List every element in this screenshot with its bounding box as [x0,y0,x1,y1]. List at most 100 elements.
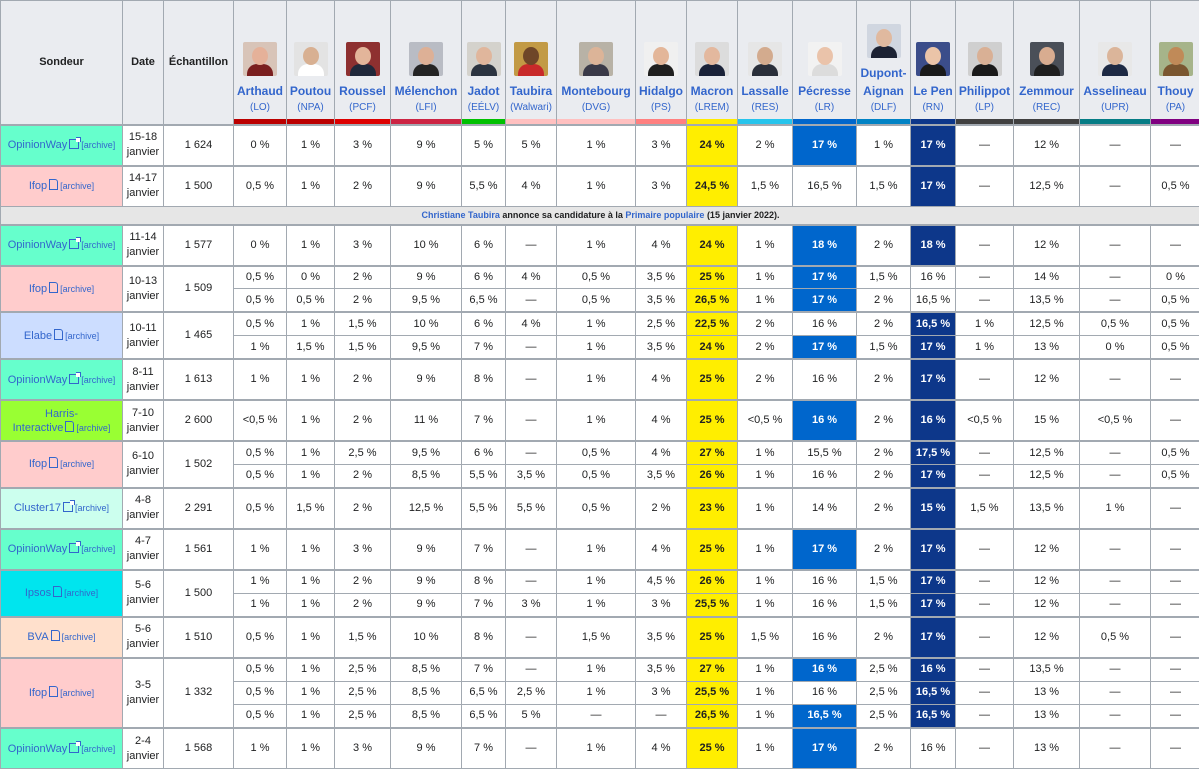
candidate-photo-body [247,63,273,76]
candidate-party-link[interactable]: (NPA) [297,101,324,113]
candidate-party-link[interactable]: (LR) [814,101,835,113]
candidate-party-link[interactable]: (PA) [1165,101,1186,113]
poll-value: 5,5 % [505,486,557,530]
external-link-icon [69,740,82,753]
candidate-name-link[interactable]: Poutou [289,83,332,98]
candidate-party-link[interactable]: (DVG) [581,101,611,113]
sample-size: 2 600 [163,399,234,442]
candidate-name-link[interactable]: Lassalle [741,83,789,98]
poll-value: — [955,288,1014,313]
poll-value: — [1079,656,1151,682]
candidate-party-link[interactable]: (RN) [922,101,944,113]
poll-value: — [1150,726,1199,770]
archive-link[interactable]: [archive] [64,588,99,599]
candidate-party-link[interactable]: (LREM) [694,101,730,113]
archive-link[interactable]: [archive] [76,422,111,433]
pollster-link[interactable]: Ifop [28,180,48,193]
candidate-name-link[interactable]: Mélenchon [394,83,458,98]
poll-value: 12,5 % [1013,311,1080,337]
candidate-party-link[interactable]: (EÉLV) [467,101,500,113]
archive-link[interactable]: [archive] [60,687,95,698]
candidate-name-link[interactable]: Thouy [1157,83,1194,98]
poll-value: 0 % [233,123,287,166]
pollster-link[interactable]: OpinionWay [7,742,68,755]
archive-link[interactable]: [archive] [81,240,116,250]
sample-size: 1 568 [163,726,234,770]
archive-link[interactable]: [archive] [81,743,116,754]
candidate-name-link[interactable]: Arthaud [237,83,283,98]
poll-value: 26 % [686,463,738,489]
candidate-name-link[interactable]: Taubira [509,83,553,98]
pollster-link[interactable]: OpinionWay [7,239,68,251]
pollster-link[interactable]: BVA [27,631,49,644]
candidate-party-link[interactable]: (DLF) [870,101,897,113]
candidate-name-link[interactable]: Jadot [467,83,500,98]
poll-value: 12 % [1013,615,1080,659]
archive-link[interactable]: [archive] [61,632,96,643]
pollster-link[interactable]: Cluster17 [13,502,62,515]
poll-value: 6 % [461,311,506,337]
candidate-name-link[interactable]: Le Pen [913,83,953,98]
candidate-header: Asselineau (UPR) [1079,0,1151,125]
archive-link[interactable]: [archive] [81,544,116,555]
archive-link[interactable]: [archive] [60,283,95,294]
sample-size: 1 332 [163,656,234,729]
pollster-link[interactable]: Ifop [28,686,48,699]
pollster-link[interactable]: OpinionWay [7,373,68,386]
poll-date-part: janvier [126,421,160,434]
candidate-name-link[interactable]: Montebourg [561,83,631,98]
poll-value: 17 % [792,123,857,166]
archive-link[interactable]: [archive] [65,330,100,341]
candidate-party-link[interactable]: (REC) [1032,101,1061,113]
poll-value: — [955,680,1014,705]
poll-value: 2 % [334,592,391,618]
poll-value: 15,5 % [792,440,857,465]
candidate-name-link[interactable]: Pécresse [798,83,851,98]
party-color-bar [1080,118,1150,124]
pollster-link[interactable]: Elabe [23,329,53,342]
candidate-party-link[interactable]: (UPR) [1101,101,1129,113]
party-color-bar [1014,118,1079,124]
pollster-link[interactable]: Harris- [45,407,78,420]
candidate-name-link[interactable]: Hidalgo [639,83,683,98]
poll-value: 0,5 % [286,288,335,313]
archive-link[interactable]: [archive] [60,181,95,192]
archive-link[interactable]: [archive] [75,503,110,514]
candidate-party-link[interactable]: (LP) [975,101,994,113]
poll-value: 8,5 % [390,703,462,729]
candidate-party-link[interactable]: (Walwari) [510,101,552,113]
candidate-name-link[interactable]: Roussel [339,83,386,98]
pollster-link[interactable]: Ifop [28,458,48,471]
event-person-link[interactable]: Christiane Taubira [421,209,500,220]
archive-link[interactable]: [archive] [81,140,116,150]
candidate-name-link[interactable]: Dupont-Aignan [860,65,907,98]
candidate-name-link[interactable]: Macron [690,83,734,98]
poll-value: — [955,358,1014,401]
candidate-name-link[interactable]: Philippot [958,83,1011,98]
pollster-link[interactable]: Ipsos [24,587,52,600]
archive-link[interactable]: [archive] [60,459,95,470]
poll-date-part: janvier [126,749,160,762]
candidate-party-link[interactable]: (LO) [250,101,270,113]
candidate-party-link[interactable]: (PCF) [349,101,376,113]
poll-value: 8 % [461,568,506,594]
candidate-party-link[interactable]: (LFI) [415,101,437,113]
poll-value: 2 % [334,568,391,594]
pollster-link[interactable]: OpinionWay [7,139,68,151]
poll-value: 1 % [286,123,335,166]
poll-date: 6-10 janvier [122,440,164,489]
poll-value: 1 % [286,223,335,266]
archive-link[interactable]: [archive] [81,374,116,385]
poll-value: — [955,656,1014,682]
poll-value: 1 % [737,440,793,465]
event-primaire-link[interactable]: Primaire populaire [625,209,705,220]
pollster-link[interactable]: OpinionWay [7,543,68,556]
candidate-name-link[interactable]: Zemmour [1019,83,1074,98]
candidate-party-link[interactable]: (PS) [651,101,671,113]
pollster-link[interactable]: Ifop [28,282,48,295]
poll-value: 2,5 % [334,656,391,682]
pollster-link[interactable]: Interactive [12,421,64,434]
poll-value: 1 % [556,726,636,770]
candidate-party-link[interactable]: (RES) [751,101,779,113]
candidate-name-link[interactable]: Asselineau [1083,83,1147,98]
